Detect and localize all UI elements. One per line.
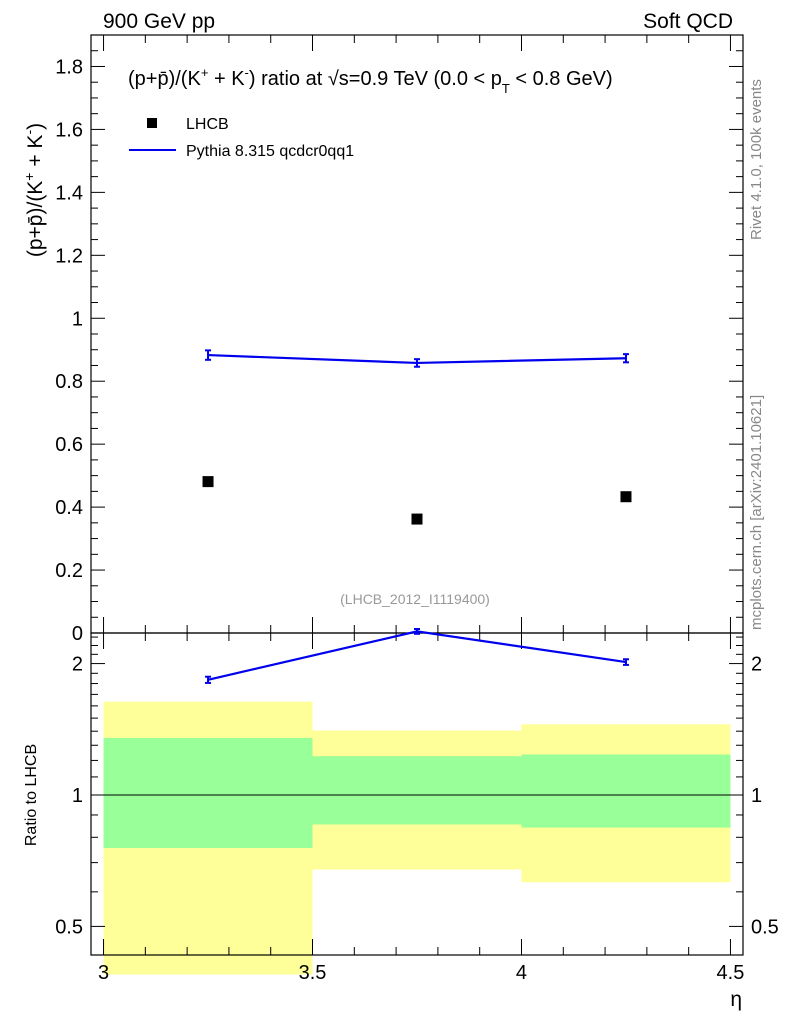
ratio-y-axis-label: Ratio to LHCB (23, 744, 40, 846)
ratio-y-tick-label-right: 1 (751, 785, 762, 807)
legend-lhcb-label: LHCB (186, 116, 229, 133)
ratio-series (205, 628, 629, 684)
main-y-tick-label: 0.8 (55, 371, 83, 393)
main-y-tick-label: 1.2 (55, 245, 83, 267)
ratio-y-tick-label-left: 0.5 (55, 916, 83, 938)
analysis-annotation: (LHCB_2012_I1119400) (340, 591, 490, 607)
ratio-band-inner (103, 737, 313, 849)
main-y-tick-labels: 0 0.2 0.4 0.6 0.8 1 1.2 1.4 1.6 1.8 (55, 56, 83, 645)
ratio-band-inner (521, 754, 731, 828)
rivet-label: Rivet 4.1.0, 100k events (748, 79, 765, 240)
main-y-tick-label: 0.2 (55, 560, 83, 582)
main-y-tick-label: 1.8 (55, 56, 83, 78)
x-tick-label: 4.5 (717, 962, 745, 984)
legend-pythia-label: Pythia 8.315 qcdcr0qq1 (186, 143, 354, 160)
main-y-tick-label: 1.4 (55, 182, 83, 204)
header-left: 900 GeV pp (103, 10, 215, 33)
header-right: Soft QCD (643, 10, 733, 33)
ratio-bands (91, 701, 743, 975)
ratio-axis-ticks (91, 633, 743, 955)
x-tick-label: 3 (98, 962, 109, 984)
main-axis-ticks (91, 34, 743, 634)
ratio-tick-labels: 0.5 0.5 1 1 2 2 3 3.5 4 4.5 (55, 654, 779, 984)
main-y-axis-label: (p+p̄)/(K+ + K-) (21, 123, 47, 257)
main-y-tick-label: 1.6 (55, 119, 83, 141)
ratio-y-tick-label-left: 2 (72, 654, 83, 676)
main-series (202, 349, 632, 525)
lhcb-data-point (411, 513, 423, 525)
mcplots-label: mcplots.cern.ch [arXiv:2401.10621] (748, 395, 765, 630)
x-tick-label: 4 (516, 962, 527, 984)
x-tick-label: 3.5 (299, 962, 327, 984)
main-y-tick-label: 0.4 (55, 497, 83, 519)
main-panel: 0 0.2 0.4 0.6 0.8 1 1.2 1.4 1.6 1.8 (p+p̄)/(K+ + … (21, 34, 744, 645)
legend-lhcb-marker (147, 118, 157, 128)
main-y-tick-label: 0.6 (55, 434, 83, 456)
main-y-tick-label: 1 (72, 308, 83, 330)
lhcb-data-point (202, 476, 214, 488)
ratio-panel: 0.5 0.5 1 1 2 2 3 3.5 4 4.5 Ratio to LHCB η (23, 628, 779, 1011)
ratio-band-inner (312, 756, 522, 825)
ratio-y-tick-label-right: 0.5 (751, 916, 779, 938)
ratio-y-tick-label-left: 1 (72, 785, 83, 807)
x-axis-label: η (730, 988, 742, 1011)
main-y-tick-label: 0 (72, 623, 83, 645)
chart-title: (p+p̄)/(K+ + K-) ratio at √s=0.9 TeV (0.… (128, 65, 613, 96)
lhcb-data-point (620, 491, 632, 503)
legend: LHCB Pythia 8.315 qcdcr0qq1 (129, 116, 354, 160)
ratio-y-tick-label-right: 2 (751, 654, 762, 676)
